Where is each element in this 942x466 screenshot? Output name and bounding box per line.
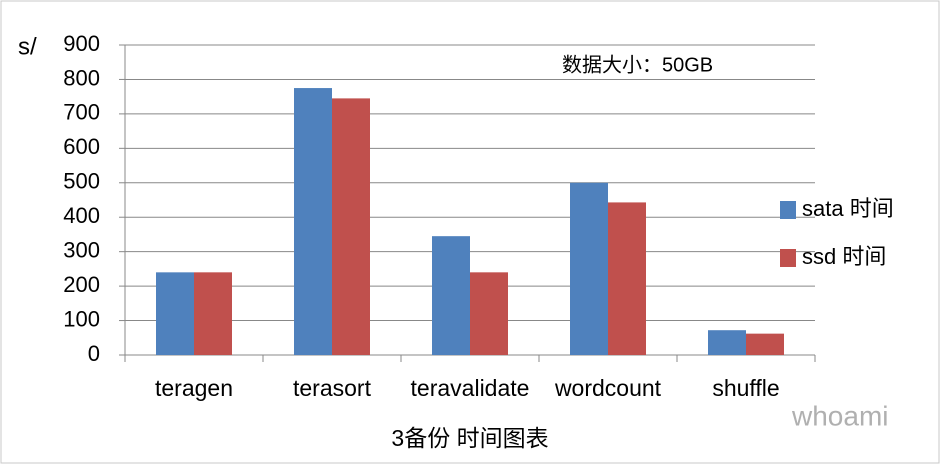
legend-swatch <box>780 201 796 219</box>
bar <box>194 272 232 355</box>
y-tick-label: 200 <box>63 272 100 297</box>
x-tick-label: terasort <box>293 375 372 401</box>
y-tick-label: 0 <box>88 341 100 366</box>
x-tick-label: teragen <box>155 375 233 401</box>
y-tick-label: 100 <box>63 306 100 331</box>
watermark: whoami <box>791 400 888 431</box>
y-tick-label: 400 <box>63 203 100 228</box>
y-tick-label: 300 <box>63 237 100 262</box>
bar <box>294 88 332 356</box>
y-tick-label: 700 <box>63 100 100 125</box>
legend-label: sata 时间 <box>802 196 894 221</box>
y-tick-label: 500 <box>63 169 100 194</box>
bar <box>470 272 508 355</box>
bar <box>608 202 646 355</box>
bar <box>708 330 746 355</box>
x-tick-label: shuffle <box>712 375 779 401</box>
x-tick-label: wordcount <box>554 375 662 401</box>
y-tick-label: 900 <box>63 31 100 56</box>
bar <box>432 236 470 355</box>
bar <box>156 272 194 355</box>
y-tick-label: 600 <box>63 134 100 159</box>
x-tick-label: teravalidate <box>411 375 530 401</box>
bar <box>332 98 370 355</box>
legend-label: ssd 时间 <box>802 244 886 269</box>
bar <box>746 333 784 355</box>
annotation: 数据大小：50GB <box>562 53 713 76</box>
y-axis-label: s/ <box>18 33 37 60</box>
x-axis-title: 3备份 时间图表 <box>391 425 548 451</box>
bar <box>570 182 608 355</box>
y-tick-label: 800 <box>63 65 100 90</box>
legend-swatch <box>780 249 796 267</box>
